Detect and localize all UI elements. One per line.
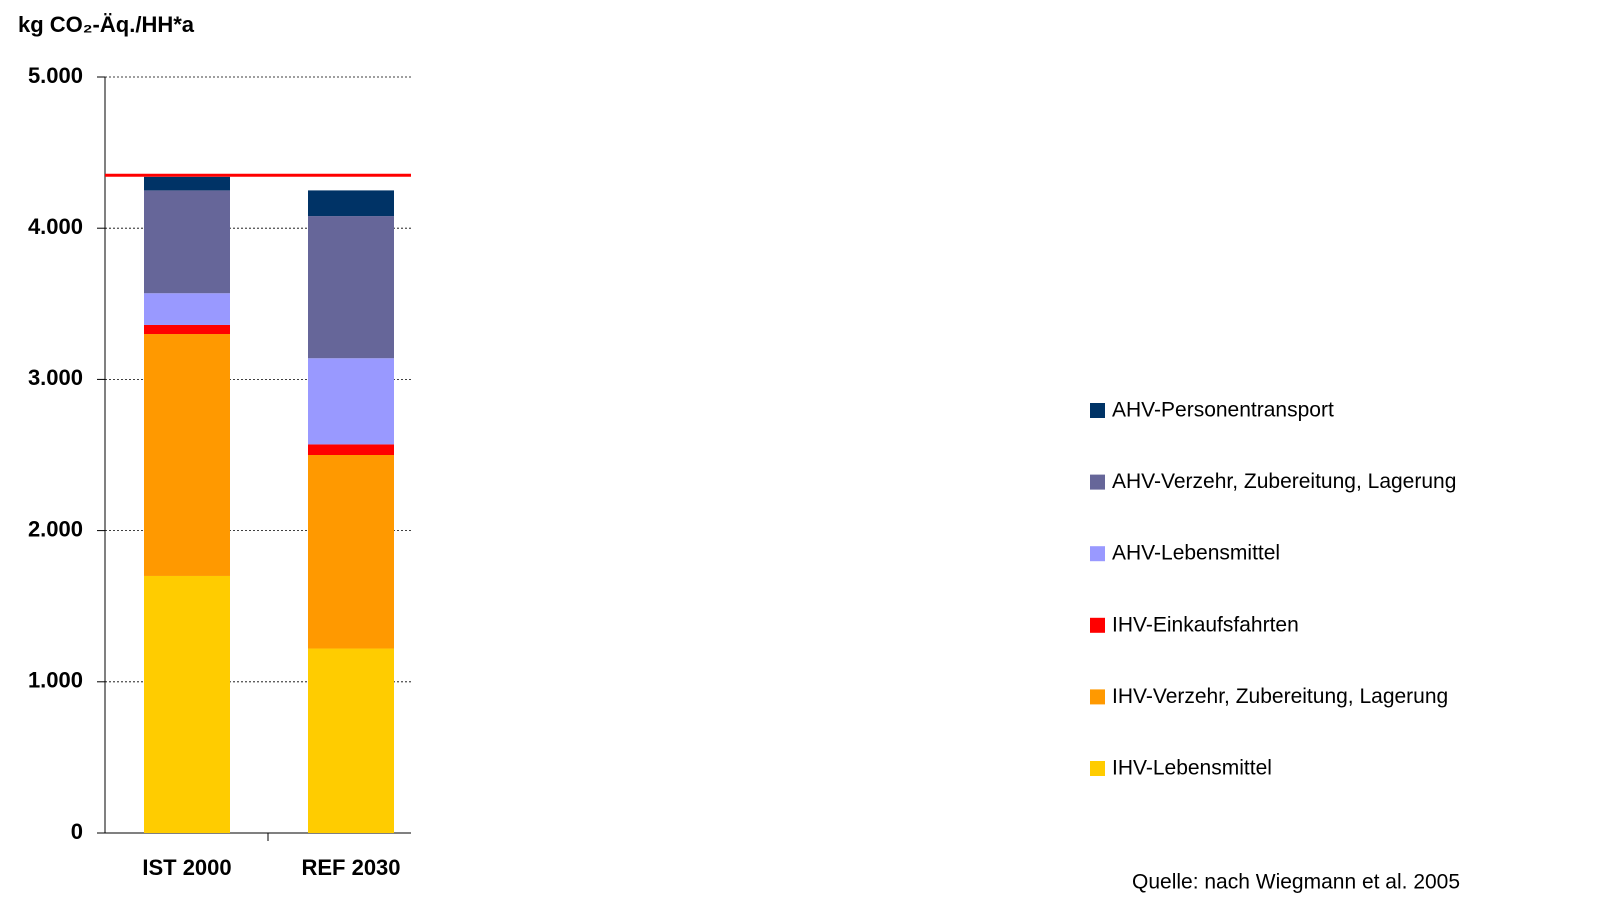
bar-segment — [144, 324, 230, 335]
bar-segment — [144, 176, 230, 191]
bar-segment — [308, 444, 394, 455]
y-tick-label: 0 — [71, 819, 83, 844]
bar-segment — [308, 455, 394, 649]
legend-label: AHV-Lebensmittel — [1112, 542, 1280, 565]
bar-segment — [144, 293, 230, 325]
bar-segment — [308, 648, 394, 833]
legend-label: IHV-Lebensmittel — [1112, 757, 1272, 780]
bar-segment — [144, 575, 230, 833]
legend-label: AHV-Verzehr, Zubereitung, Lagerung — [1112, 470, 1456, 493]
bar-segment — [308, 216, 394, 359]
y-axis-title: kg CO₂-Äq./HH*a — [18, 12, 195, 37]
y-tick-label: 4.000 — [28, 214, 83, 239]
legend-label: AHV-Personentransport — [1112, 399, 1334, 422]
bar-segment — [144, 334, 230, 576]
legend-swatch — [1090, 403, 1105, 418]
bar-segment — [144, 190, 230, 294]
y-tick-label: 1.000 — [28, 668, 83, 693]
legend-label: IHV-Einkaufsfahrten — [1112, 613, 1299, 636]
x-tick-label: IST 2000 — [142, 855, 231, 880]
legend-swatch — [1090, 617, 1105, 633]
y-tick-label: 2.000 — [28, 516, 83, 541]
legend-swatch — [1090, 546, 1105, 562]
bar-segment — [308, 358, 394, 445]
x-tick-label: REF 2030 — [301, 855, 400, 880]
legend-label: IHV-Verzehr, Zubereitung, Lagerung — [1112, 685, 1448, 708]
y-tick-label: 5.000 — [28, 63, 83, 88]
legend-swatch — [1090, 689, 1105, 705]
y-tick-label: 3.000 — [28, 365, 83, 390]
legend-swatch — [1090, 761, 1105, 776]
source-note: Quelle: nach Wiegmann et al. 2005 — [1132, 871, 1460, 894]
bar-segment — [308, 190, 394, 217]
legend-swatch — [1090, 474, 1105, 490]
